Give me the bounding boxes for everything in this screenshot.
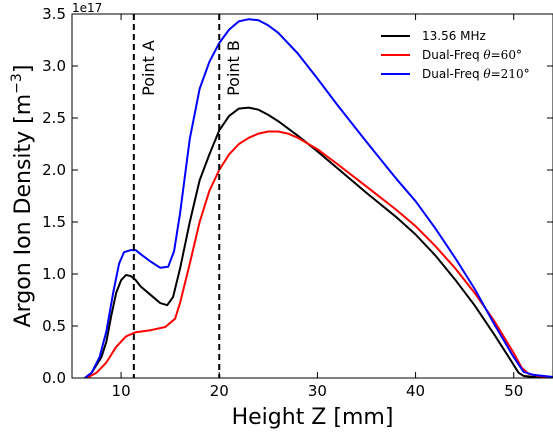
y-tick-label: 2.0 — [42, 161, 66, 179]
y-tick-label: 1.5 — [42, 213, 66, 231]
x-tick-label: 50 — [504, 382, 523, 400]
y-axis-title: Argon Ion Density [m−3] — [9, 65, 36, 328]
legend-label-dual-freq-210-base: Dual-Freq — [422, 67, 483, 81]
x-tick-label: 10 — [112, 382, 131, 400]
legend-label-dual-freq-60-value: =60° — [491, 48, 522, 62]
y-axis-title-base: Argon Ion Density [m — [11, 94, 36, 328]
y-axis-title-superscript: −3 — [9, 73, 25, 94]
vline-label-point-a: Point A — [139, 40, 158, 96]
legend: 13.56 MHz Dual-Freq θ=60° Dual-Freq θ=21… — [372, 22, 547, 84]
y-tick-label: 0.0 — [42, 369, 66, 387]
x-tick-label: 30 — [308, 382, 327, 400]
y-tick-label: 3.0 — [42, 57, 66, 75]
legend-label-13-56-mhz: 13.56 MHz — [422, 29, 486, 43]
vline-label-point-b: Point B — [224, 40, 243, 96]
x-tick-label: 20 — [210, 382, 229, 400]
y-axis-title-close: ] — [11, 65, 36, 74]
legend-label-dual-freq-60: Dual-Freq θ=60° — [422, 48, 522, 62]
legend-label-dual-freq-210-theta: θ — [483, 67, 491, 81]
y-tick-label: 0.5 — [42, 317, 66, 335]
y-tick-label: 2.5 — [42, 109, 66, 127]
legend-label-dual-freq-60-base: Dual-Freq — [422, 48, 483, 62]
x-tick-label: 40 — [406, 382, 425, 400]
series-line-3 — [83, 18, 553, 378]
x-axis-title: Height Z [mm] — [232, 405, 394, 429]
legend-label-dual-freq-60-theta: θ — [483, 48, 491, 62]
legend-label-dual-freq-210-value: =210° — [491, 67, 530, 81]
y-tick-label: 1.0 — [42, 265, 66, 283]
legend-label-dual-freq-210: Dual-Freq θ=210° — [422, 67, 530, 81]
y-tick-label: 3.5 — [42, 5, 66, 23]
series-line-2 — [85, 130, 550, 378]
series-line-1 — [83, 106, 545, 378]
plot-frame — [71, 13, 553, 379]
y-axis-exponent: 1e17 — [72, 1, 102, 15]
